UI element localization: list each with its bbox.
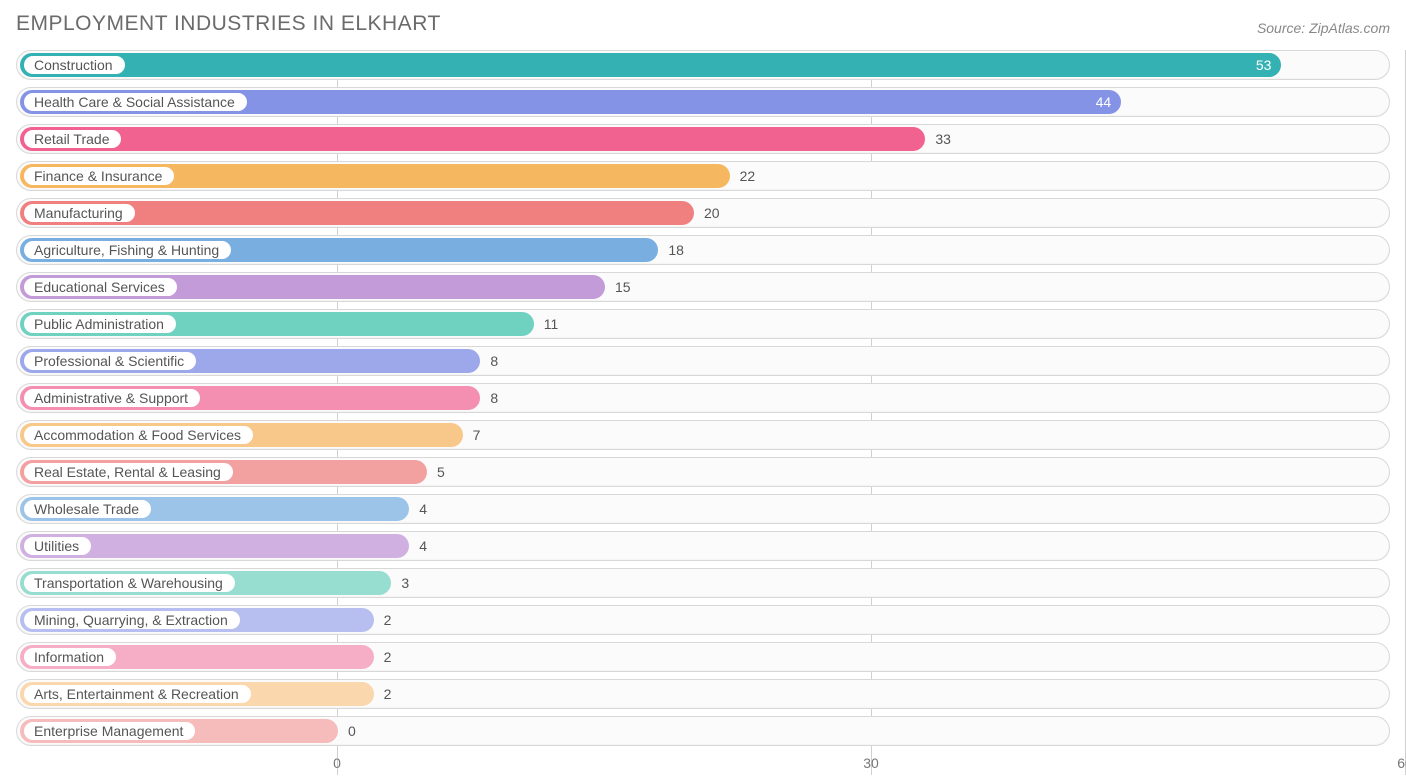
chart-title: EMPLOYMENT INDUSTRIES IN ELKHART bbox=[16, 12, 441, 36]
bar-value: 53 bbox=[1256, 53, 1272, 77]
bar-label: Mining, Quarrying, & Extraction bbox=[24, 611, 240, 629]
bar-value: 2 bbox=[384, 680, 392, 708]
bar-value: 3 bbox=[401, 569, 409, 597]
bar-label: Enterprise Management bbox=[24, 722, 195, 740]
bar-value: 20 bbox=[704, 199, 720, 227]
bar-row: 5 Real Estate, Rental & Leasing bbox=[16, 457, 1390, 487]
chart-area: 53Construction44Health Care & Social Ass… bbox=[16, 50, 1390, 775]
bar-row: 4 Utilities bbox=[16, 531, 1390, 561]
bar-label: Wholesale Trade bbox=[24, 500, 151, 518]
bar-label: Manufacturing bbox=[24, 204, 135, 222]
bar-label: Educational Services bbox=[24, 278, 177, 296]
bar-label: Construction bbox=[24, 56, 125, 74]
bar-row: 7 Accommodation & Food Services bbox=[16, 420, 1390, 450]
bar-value: 44 bbox=[1096, 90, 1112, 114]
bar-fill: 53 bbox=[20, 53, 1281, 77]
bar-row: 2 Mining, Quarrying, & Extraction bbox=[16, 605, 1390, 635]
bar-value: 4 bbox=[419, 532, 427, 560]
bar-label: Accommodation & Food Services bbox=[24, 426, 253, 444]
bar-row: 22 Finance & Insurance bbox=[16, 161, 1390, 191]
bar-value: 0 bbox=[348, 717, 356, 745]
bar-row: 53 Construction bbox=[16, 50, 1390, 80]
axis-tick-label: 30 bbox=[863, 755, 879, 771]
bar-value: 2 bbox=[384, 643, 392, 671]
bar-label: Professional & Scientific bbox=[24, 352, 196, 370]
bar-label: Administrative & Support bbox=[24, 389, 200, 407]
bar-label: Agriculture, Fishing & Hunting bbox=[24, 241, 231, 259]
bar-row: 3 Transportation & Warehousing bbox=[16, 568, 1390, 598]
bar-row: 8 Administrative & Support bbox=[16, 383, 1390, 413]
bar-value: 22 bbox=[740, 162, 756, 190]
bar-label: Information bbox=[24, 648, 116, 666]
bar-value: 2 bbox=[384, 606, 392, 634]
bar-label: Arts, Entertainment & Recreation bbox=[24, 685, 251, 703]
bar-row: 4 Wholesale Trade bbox=[16, 494, 1390, 524]
bar-value: 8 bbox=[490, 384, 498, 412]
bar-row: 2 Arts, Entertainment & Recreation bbox=[16, 679, 1390, 709]
bar-label: Retail Trade bbox=[24, 130, 121, 148]
bar-value: 7 bbox=[473, 421, 481, 449]
bar-label: Public Administration bbox=[24, 315, 176, 333]
bar-row: 44 Health Care & Social Assistance bbox=[16, 87, 1390, 117]
bar-row: 20 Manufacturing bbox=[16, 198, 1390, 228]
chart-header: EMPLOYMENT INDUSTRIES IN ELKHART Source:… bbox=[16, 12, 1390, 36]
bar-label: Utilities bbox=[24, 537, 91, 555]
chart-source: Source: ZipAtlas.com bbox=[1257, 20, 1390, 36]
bar-label: Transportation & Warehousing bbox=[24, 574, 235, 592]
bar-value: 15 bbox=[615, 273, 631, 301]
bar-row: 15 Educational Services bbox=[16, 272, 1390, 302]
bar-row: 11 Public Administration bbox=[16, 309, 1390, 339]
axis-tick-label: 60 bbox=[1397, 755, 1406, 771]
bar-row: 2 Information bbox=[16, 642, 1390, 672]
bar-label: Real Estate, Rental & Leasing bbox=[24, 463, 233, 481]
bar-value: 5 bbox=[437, 458, 445, 486]
bar-label: Finance & Insurance bbox=[24, 167, 174, 185]
bar-value: 4 bbox=[419, 495, 427, 523]
bar-row: 8 Professional & Scientific bbox=[16, 346, 1390, 376]
bar-row: 18 Agriculture, Fishing & Hunting bbox=[16, 235, 1390, 265]
axis-tick-label: 0 bbox=[333, 755, 341, 771]
bar-label: Health Care & Social Assistance bbox=[24, 93, 247, 111]
bar-row: 33 Retail Trade bbox=[16, 124, 1390, 154]
bar-fill bbox=[20, 127, 925, 151]
bar-value: 8 bbox=[490, 347, 498, 375]
bar-value: 33 bbox=[935, 125, 951, 153]
bar-value: 11 bbox=[544, 310, 559, 338]
x-axis: 03060 bbox=[16, 753, 1390, 775]
bar-container: 53Construction44Health Care & Social Ass… bbox=[16, 50, 1390, 746]
bar-value: 18 bbox=[668, 236, 684, 264]
bar-row: 0 Enterprise Management bbox=[16, 716, 1390, 746]
